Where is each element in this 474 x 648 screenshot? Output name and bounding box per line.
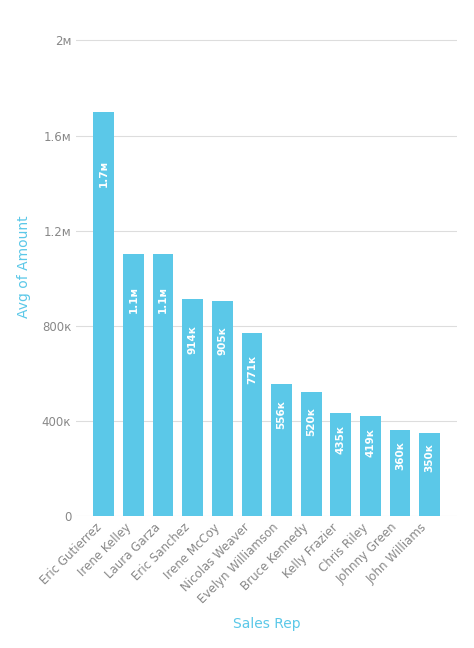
Text: 914к: 914к (188, 325, 198, 354)
Text: 1.7м: 1.7м (99, 160, 109, 187)
Text: 520к: 520к (306, 407, 316, 436)
Bar (242, 332, 262, 516)
Text: 419к: 419к (365, 428, 375, 457)
Text: 350к: 350к (425, 443, 435, 472)
Bar (93, 112, 114, 516)
Y-axis label: Avg of Amount: Avg of Amount (17, 215, 31, 318)
Text: 1.1м: 1.1м (158, 286, 168, 313)
Text: 771к: 771к (247, 354, 257, 384)
Bar (182, 299, 203, 516)
Bar (153, 255, 173, 516)
Bar (123, 255, 144, 516)
Text: 360к: 360к (395, 441, 405, 470)
Bar (330, 413, 351, 516)
Bar (419, 433, 440, 516)
Text: 556к: 556к (276, 400, 287, 428)
Bar (212, 301, 233, 516)
Text: 435к: 435к (336, 425, 346, 454)
Bar (360, 417, 381, 516)
Text: 905к: 905к (217, 327, 228, 355)
X-axis label: Sales Rep: Sales Rep (233, 618, 301, 631)
Bar (271, 384, 292, 516)
Text: 1.1м: 1.1м (128, 286, 138, 313)
Bar (390, 430, 410, 516)
Bar (301, 393, 321, 516)
